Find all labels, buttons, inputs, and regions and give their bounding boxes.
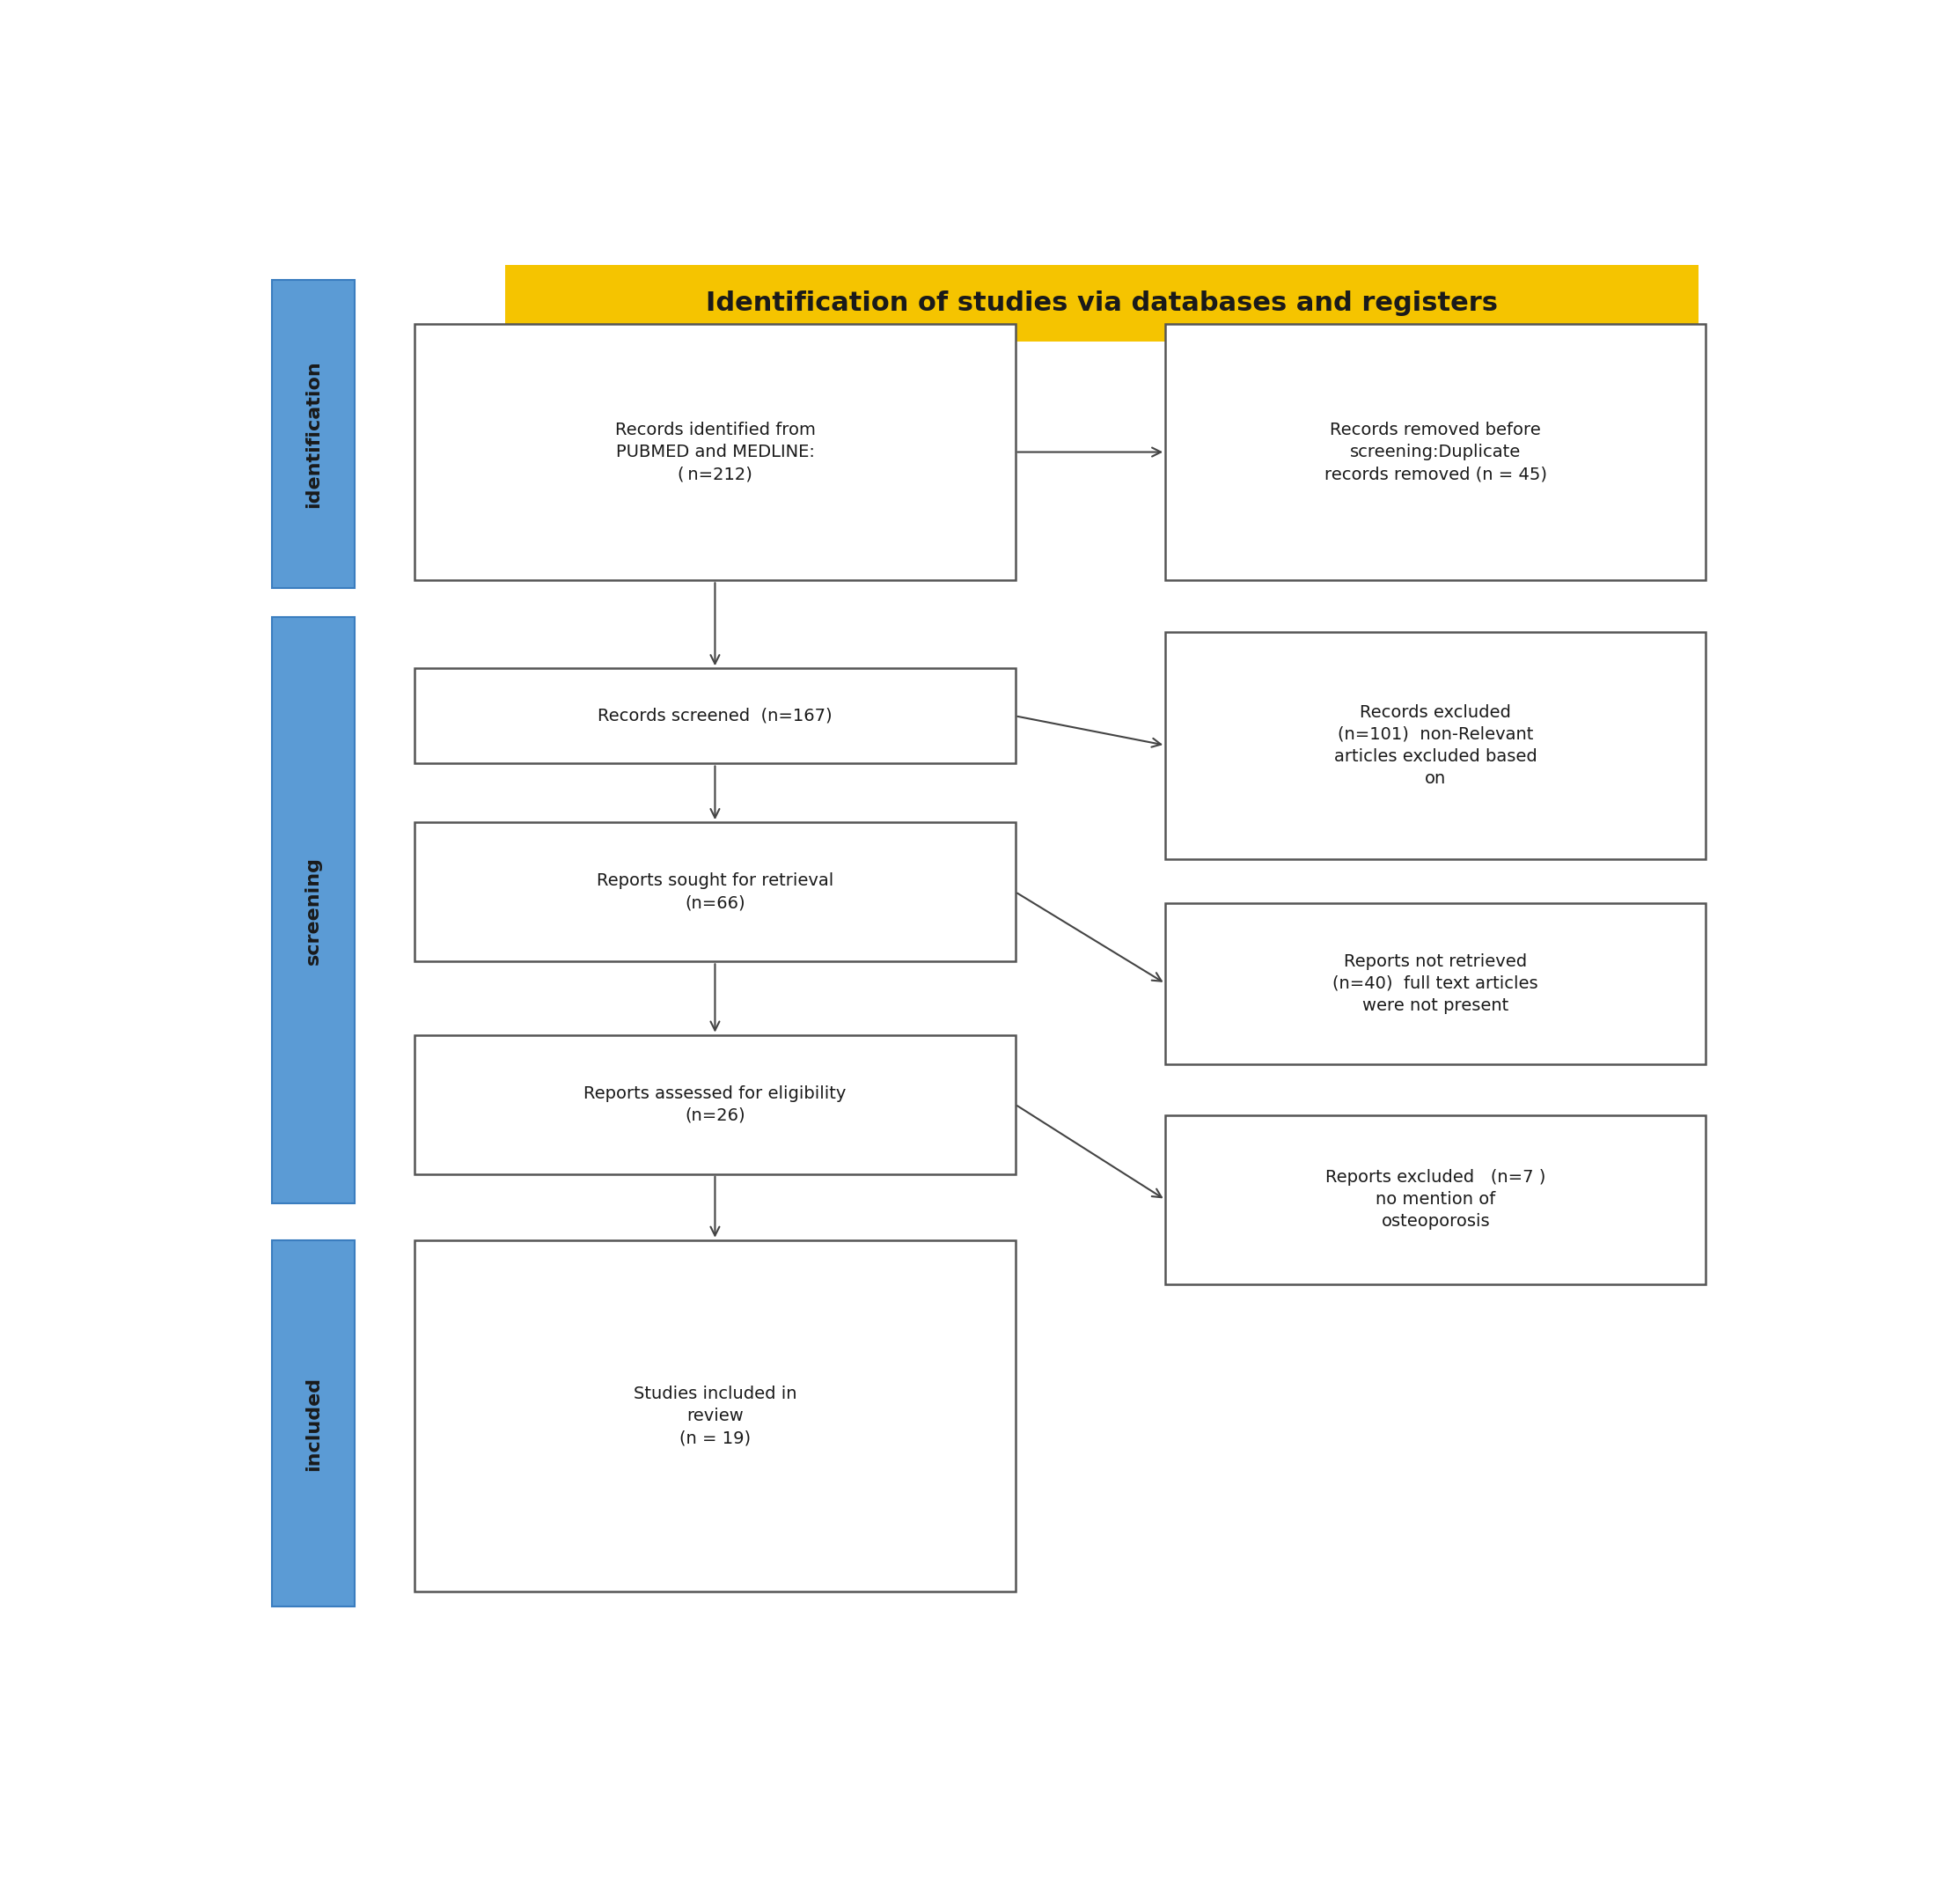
Text: Records screened  (n=167): Records screened (n=167) bbox=[599, 708, 833, 724]
FancyBboxPatch shape bbox=[1166, 1116, 1706, 1283]
FancyBboxPatch shape bbox=[1166, 902, 1706, 1064]
FancyBboxPatch shape bbox=[271, 617, 354, 1203]
Text: Records excluded
(n=101)  non-Relevant
articles excluded based
on: Records excluded (n=101) non-Relevant ar… bbox=[1335, 704, 1538, 786]
Text: included: included bbox=[304, 1377, 322, 1470]
Text: screening: screening bbox=[304, 857, 322, 963]
FancyBboxPatch shape bbox=[271, 280, 354, 588]
FancyBboxPatch shape bbox=[506, 265, 1699, 341]
Text: Identification of studies via databases and registers: Identification of studies via databases … bbox=[705, 291, 1497, 316]
FancyBboxPatch shape bbox=[415, 1036, 1015, 1175]
Text: Records removed before
screening:Duplicate
records removed (n = 45): Records removed before screening:Duplica… bbox=[1325, 421, 1548, 482]
Text: Studies included in
review
(n = 19): Studies included in review (n = 19) bbox=[633, 1386, 796, 1447]
Text: Records identified from
PUBMED and MEDLINE:
( n=212): Records identified from PUBMED and MEDLI… bbox=[614, 421, 815, 482]
FancyBboxPatch shape bbox=[1166, 324, 1706, 581]
FancyBboxPatch shape bbox=[415, 1240, 1015, 1592]
FancyBboxPatch shape bbox=[415, 823, 1015, 962]
Text: Reports not retrieved
(n=40)  full text articles
were not present: Reports not retrieved (n=40) full text a… bbox=[1333, 954, 1538, 1015]
Text: Reports sought for retrieval
(n=66): Reports sought for retrieval (n=66) bbox=[597, 872, 833, 912]
Text: Reports excluded   (n=7 )
no mention of
osteoporosis: Reports excluded (n=7 ) no mention of os… bbox=[1325, 1169, 1546, 1230]
Text: Reports assessed for eligibility
(n=26): Reports assessed for eligibility (n=26) bbox=[583, 1085, 846, 1123]
Text: identification: identification bbox=[304, 360, 322, 508]
FancyBboxPatch shape bbox=[415, 668, 1015, 764]
FancyBboxPatch shape bbox=[1166, 632, 1706, 859]
FancyBboxPatch shape bbox=[271, 1240, 354, 1607]
FancyBboxPatch shape bbox=[415, 324, 1015, 581]
